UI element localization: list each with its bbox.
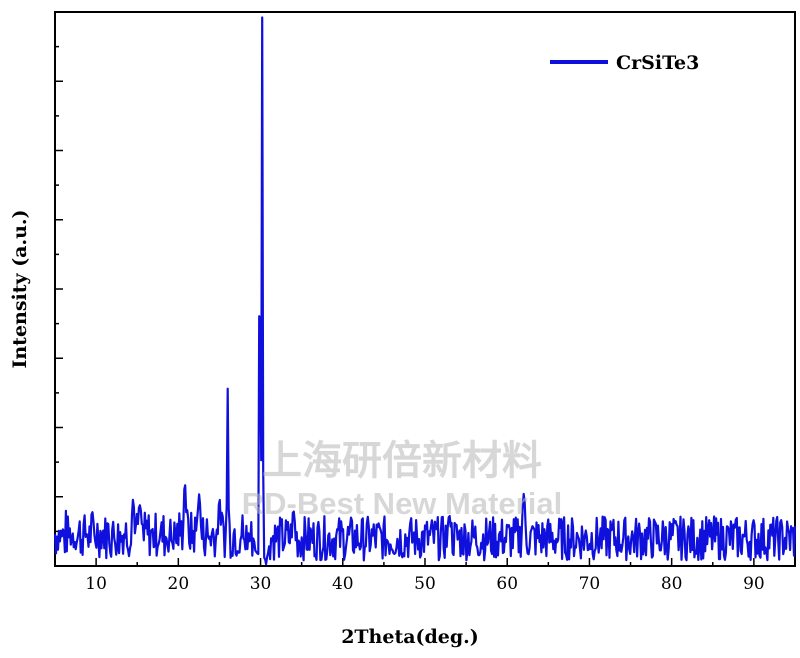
- x-tick-label: 80: [661, 574, 683, 594]
- x-tick-label: 40: [332, 574, 354, 594]
- legend: CrSiTe3: [550, 52, 699, 74]
- x-axis-ticks: [54, 558, 796, 566]
- x-tick-label: 70: [579, 574, 601, 594]
- x-tick-label: 10: [85, 574, 107, 594]
- x-tick-label: 50: [414, 574, 436, 594]
- y-axis-ticks: [55, 11, 63, 567]
- x-tick-label: 90: [743, 574, 765, 594]
- x-tick-labels: 10 20 30 40 50 60 70 80 90: [85, 574, 764, 594]
- series-line-crsite3: [53, 16, 797, 566]
- x-tick-label: 60: [496, 574, 518, 594]
- watermark-chinese: 上海研倍新材料: [262, 438, 542, 484]
- x-tick-label: 30: [250, 574, 272, 594]
- x-axis-label: 2Theta(deg.): [341, 626, 479, 648]
- y-axis-label: Intensity (a.u.): [9, 209, 31, 368]
- watermark-english: RD-Best New Material: [242, 486, 562, 521]
- x-tick-label: 20: [168, 574, 190, 594]
- legend-label: CrSiTe3: [616, 52, 699, 74]
